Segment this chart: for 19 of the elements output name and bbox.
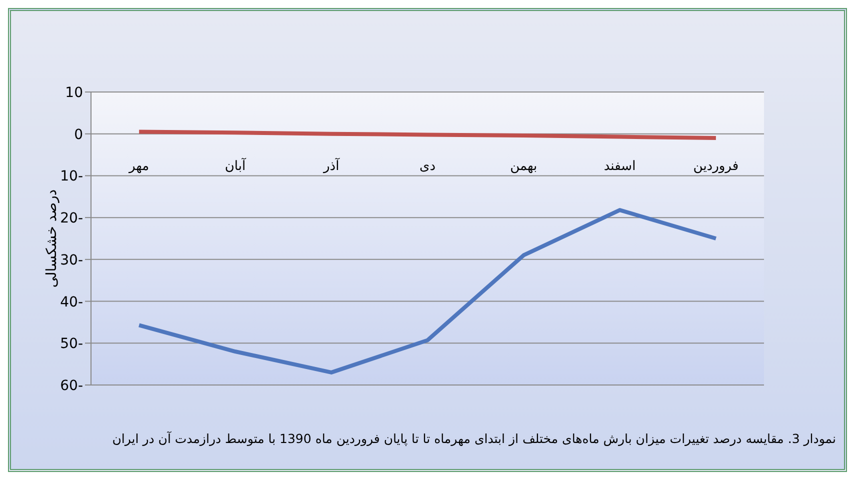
x-tick-label: مهر bbox=[128, 158, 150, 174]
y-tick-label: 60- bbox=[60, 378, 83, 394]
y-tick-label: 40- bbox=[60, 294, 83, 310]
x-tick-label: آبان bbox=[224, 156, 247, 174]
y-tick-label: 10 bbox=[65, 84, 83, 101]
y-axis-title: درصد خشکسالی bbox=[44, 189, 60, 288]
y-tick-label: 20- bbox=[60, 210, 83, 227]
y-tick-label: 0 bbox=[74, 126, 83, 143]
y-tick-label: 30- bbox=[60, 252, 83, 268]
line-series bbox=[137, 130, 718, 140]
y-tick-label: 10- bbox=[60, 168, 83, 185]
text: نمودار 3. مقایسه درصد تغییرات میزان بارش ماه‌های مختلف از ابتدای مهرماه تا تا پایان فروردین ماه 1390 با متوسط درازمدت آن در ایران bbox=[112, 431, 836, 446]
x-tick-label: آذر bbox=[322, 156, 341, 174]
line-series bbox=[137, 208, 718, 374]
x-tick-label: اسفند bbox=[604, 158, 636, 174]
x-tick-label: فروردین bbox=[693, 158, 739, 174]
x-tick-label: دی bbox=[420, 158, 436, 174]
x-tick-label: بهمن bbox=[510, 158, 538, 174]
y-tick-label: 50- bbox=[60, 336, 83, 352]
